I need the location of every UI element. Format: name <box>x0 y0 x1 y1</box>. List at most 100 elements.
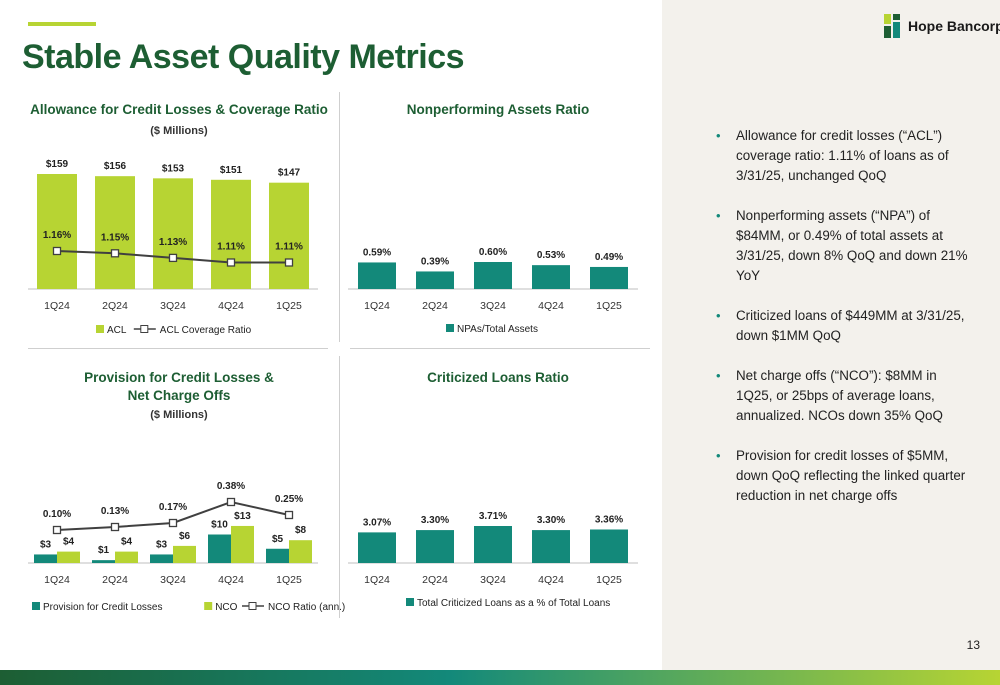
line-data-label: 1.11% <box>217 242 245 253</box>
legend-swatch <box>204 602 213 610</box>
data-label: 0.53% <box>537 250 565 261</box>
data-label: $5 <box>272 534 284 545</box>
legend-label: Total Criticized Loans as a % of Total L… <box>417 598 610 609</box>
x-tick-label: 3Q24 <box>160 300 186 312</box>
x-tick-label: 2Q24 <box>422 300 448 312</box>
x-tick-label: 1Q25 <box>276 574 302 586</box>
chart-criticized-loans: Criticized Loans Ratio 1Q24 3.07% 2Q24 3.30%… <box>348 360 648 620</box>
data-label: 3.30% <box>421 515 449 526</box>
bar-provision-for-credit-losses <box>92 560 115 563</box>
chart-title: Nonperforming Assets Ratio <box>407 102 590 117</box>
bar-acl <box>37 174 77 289</box>
commentary-bullets: Allowance for credit losses (“ACL”) cove… <box>712 126 974 526</box>
legend-swatch <box>406 598 414 606</box>
data-label: 0.59% <box>363 247 391 258</box>
chart-divider-vertical-bottom <box>339 356 340 618</box>
line-data-label: 0.10% <box>43 509 71 520</box>
bullet-provision: Provision for credit losses of $5MM, dow… <box>712 446 974 506</box>
line-data-label: 0.17% <box>159 502 187 513</box>
data-label: $3 <box>40 539 52 550</box>
x-tick-label: 3Q24 <box>480 574 506 586</box>
x-tick-label: 2Q24 <box>422 574 448 586</box>
line-data-label: 0.38% <box>217 481 245 492</box>
company-logo: Hope Bancorp <box>884 14 1000 38</box>
logo-icon <box>884 14 900 38</box>
data-label: 3.71% <box>479 511 507 522</box>
chart-allowance-coverage: Allowance for Credit Losses & Coverage R… <box>24 92 334 342</box>
x-tick-label: 4Q24 <box>218 300 244 312</box>
chart-divider-horizontal-left <box>28 348 328 349</box>
chart-subtitle: ($ Millions) <box>150 409 208 421</box>
bar-nco <box>57 551 80 563</box>
line-marker <box>168 253 178 263</box>
bullet-npa: Nonperforming assets (“NPA”) of $84MM, o… <box>712 206 974 286</box>
line-data-label: 1.15% <box>101 232 129 243</box>
legend-label: ACL Coverage Ratio <box>160 325 252 336</box>
bar-nco <box>289 540 312 563</box>
bar-npas-total-assets <box>474 262 512 289</box>
data-label: $10 <box>211 520 228 531</box>
bullet-nco: Net charge offs (“NCO”): $8MM in 1Q25, o… <box>712 366 974 426</box>
chart-title: Allowance for Credit Losses & Coverage R… <box>30 102 328 117</box>
x-tick-label: 1Q24 <box>44 300 70 312</box>
x-tick-label: 1Q24 <box>364 574 390 586</box>
bar-acl <box>95 176 135 289</box>
logo-text: Hope Bancorp <box>908 18 1000 34</box>
legend-swatch <box>96 325 104 333</box>
legend-swatch <box>446 324 454 332</box>
chart-provision-nco: Provision for Credit Losses & Net Charge … <box>24 360 345 620</box>
data-label: $151 <box>220 165 243 176</box>
line-marker <box>52 525 62 535</box>
x-tick-label: 1Q25 <box>596 574 622 586</box>
footer-color-band <box>0 670 1000 685</box>
bar-total-criticized-loans-as-a-of-total-loans <box>474 526 512 563</box>
chart-divider-vertical-top <box>339 92 340 342</box>
title-accent-bar <box>28 22 96 26</box>
line-marker <box>284 510 294 520</box>
line-data-label: 1.13% <box>159 237 187 248</box>
legend-marker <box>140 325 149 333</box>
chart-title: Criticized Loans Ratio <box>427 370 569 385</box>
bar-provision-for-credit-losses <box>34 554 57 563</box>
legend-label: NCO <box>215 602 237 613</box>
data-label: $13 <box>234 511 251 522</box>
legend-label: Provision for Credit Losses <box>43 602 163 613</box>
chart-divider-horizontal-right <box>350 348 650 349</box>
legend-label: ACL <box>107 325 127 336</box>
chart-nonperforming-assets: Nonperforming Assets Ratio 1Q24 0.59% 2Q24 0… <box>348 92 648 342</box>
bar-npas-total-assets <box>416 271 454 289</box>
data-label: 3.07% <box>363 517 391 528</box>
chart-subtitle: ($ Millions) <box>150 125 208 137</box>
x-tick-label: 4Q24 <box>538 574 564 586</box>
data-label: $4 <box>121 537 133 548</box>
data-label: $3 <box>156 539 168 550</box>
line-marker <box>110 249 120 258</box>
data-label: $1 <box>98 545 110 556</box>
data-label: $159 <box>46 159 69 170</box>
bar-acl <box>269 182 309 289</box>
x-tick-label: 1Q25 <box>596 300 622 312</box>
line-marker <box>284 258 294 267</box>
line-data-label: 1.11% <box>275 242 303 253</box>
bar-acl <box>153 178 193 289</box>
bar-nco <box>115 551 138 563</box>
bullet-acl: Allowance for credit losses (“ACL”) cove… <box>712 126 974 186</box>
bar-nco <box>173 545 196 563</box>
x-tick-label: 3Q24 <box>480 300 506 312</box>
bar-npas-total-assets <box>590 266 628 289</box>
data-label: 0.49% <box>595 252 623 263</box>
line-marker <box>226 258 236 267</box>
x-tick-label: 2Q24 <box>102 574 128 586</box>
legend-swatch <box>32 602 40 610</box>
bar-total-criticized-loans-as-a-of-total-loans <box>590 529 628 563</box>
data-label: $147 <box>278 168 301 179</box>
line-marker <box>52 246 62 256</box>
bar-total-criticized-loans-as-a-of-total-loans <box>358 532 396 563</box>
x-tick-label: 1Q24 <box>44 574 70 586</box>
bar-npas-total-assets <box>532 265 570 289</box>
x-tick-label: 1Q25 <box>276 300 302 312</box>
x-tick-label: 2Q24 <box>102 300 128 312</box>
data-label: 3.36% <box>595 514 623 525</box>
line-marker <box>110 522 120 532</box>
line-data-label: 0.13% <box>101 506 129 517</box>
